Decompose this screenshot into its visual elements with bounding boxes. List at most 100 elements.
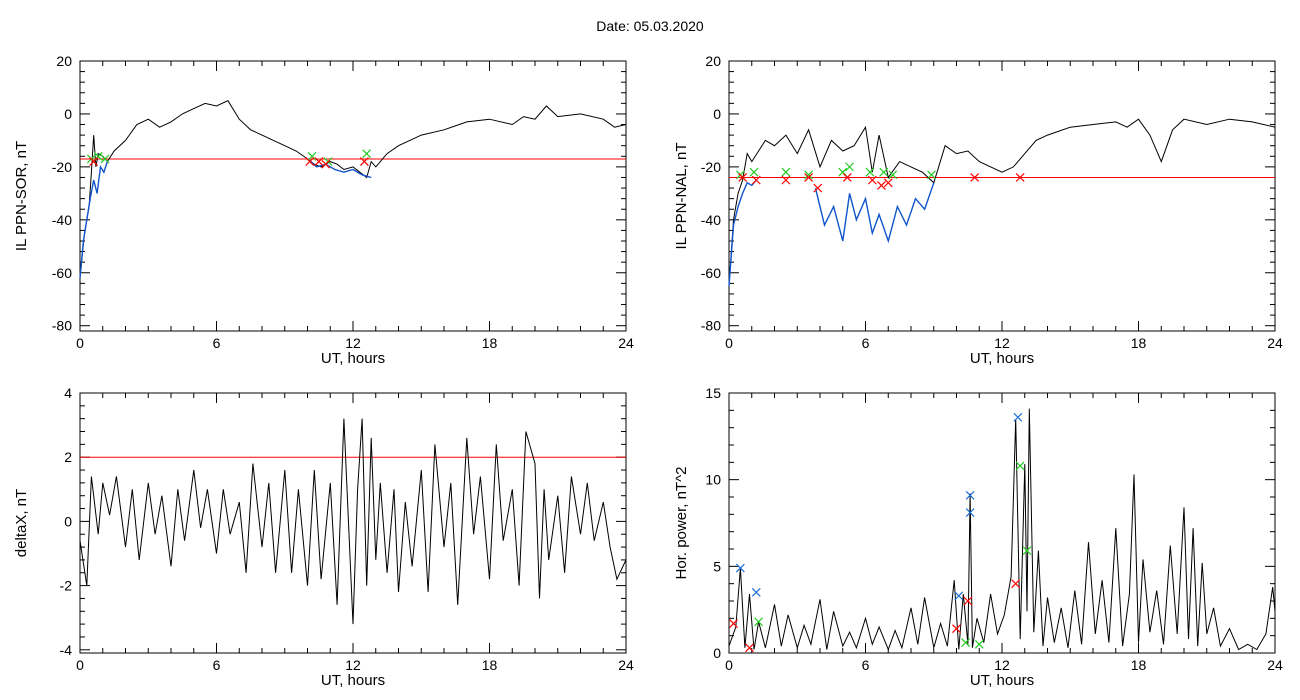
cross-marker: [321, 159, 331, 169]
cross-stroke: [751, 587, 761, 597]
cross-stroke: [1015, 173, 1025, 182]
cross-marker: [961, 638, 971, 648]
cross-marker: [1015, 173, 1025, 182]
x-tick-label: 0: [76, 657, 84, 673]
cross-stroke: [804, 173, 814, 182]
cross-marker: [965, 508, 975, 518]
y-tick-label: 5: [713, 558, 721, 574]
plot-frame: [728, 392, 1276, 654]
x-tick-label: 12: [345, 657, 361, 673]
x-tick-label: 18: [482, 657, 498, 673]
y-tick-label: -20: [701, 159, 721, 175]
y-tick-label: -4: [60, 642, 73, 658]
cross-marker: [781, 167, 791, 177]
x-tick-label: 24: [1267, 657, 1283, 673]
cross-marker: [745, 643, 754, 653]
cross-marker: [842, 173, 852, 182]
cross-marker: [867, 175, 877, 185]
y-tick-label: -60: [701, 265, 721, 281]
cross-stroke: [754, 617, 763, 627]
cross-marker: [359, 157, 369, 167]
plot-frame: [728, 60, 1276, 332]
cross-marker: [754, 617, 763, 627]
y-tick-label: 4: [64, 385, 72, 401]
plot-frame: [79, 60, 627, 332]
cross-marker: [749, 167, 759, 177]
x-tick-label: 12: [994, 657, 1010, 673]
cross-stroke: [751, 175, 761, 185]
y-tick-label: 0: [64, 513, 72, 529]
cross-stroke: [927, 170, 936, 180]
cross-stroke: [963, 596, 973, 606]
cross-marker: [100, 154, 110, 164]
cross-marker: [1011, 579, 1021, 589]
cross-stroke: [865, 167, 875, 177]
cross-stroke: [321, 159, 331, 169]
cross-stroke: [89, 157, 99, 167]
quiet-series-line: [307, 158, 372, 179]
cross-stroke: [974, 639, 984, 649]
cross-marker: [751, 175, 761, 185]
cross-marker: [952, 624, 961, 634]
quiet-series-line: [814, 182, 935, 244]
cross-stroke: [804, 170, 814, 180]
x-tick-label: 18: [482, 335, 498, 351]
y-tick-label: 15: [705, 385, 721, 401]
x-axis-label: UT, hours: [970, 672, 1034, 689]
y-tick-label: 2: [64, 449, 72, 465]
y-tick-label: 10: [705, 472, 721, 488]
cross-marker: [813, 183, 823, 193]
x-tick-label: 24: [618, 335, 634, 351]
x-tick-label: 18: [1131, 657, 1147, 673]
cross-stroke: [965, 508, 975, 518]
x-tick-label: 6: [213, 657, 221, 673]
y-tick-label: 0: [64, 106, 72, 122]
cross-marker: [738, 173, 748, 182]
cross-marker: [879, 167, 889, 177]
cross-marker: [1022, 546, 1032, 556]
y-axis-label: Hor. power, nT^2: [673, 467, 690, 580]
y-tick-label: -40: [701, 212, 721, 228]
x-tick-label: 6: [213, 335, 221, 351]
cross-marker: [970, 173, 980, 182]
cross-stroke: [954, 591, 964, 601]
x-tick-label: 0: [76, 335, 84, 351]
cross-marker: [845, 162, 854, 172]
cross-marker: [729, 619, 738, 628]
cross-stroke: [781, 167, 791, 177]
series-line: [79, 418, 627, 625]
page-title: Date: 05.03.2020: [596, 18, 704, 34]
y-axis-label: IL PPN-NAL, nT: [673, 143, 690, 250]
x-tick-label: 0: [725, 657, 733, 673]
y-tick-label: 20: [705, 53, 721, 69]
series-line: [728, 118, 1276, 287]
chart-ppn-nal: 0 6 12 18 24 -80 -60 -40 -20 0 20 UT, hours IL PPN-N…: [673, 53, 1283, 367]
y-axis-label: IL PPN-SOR, nT: [13, 141, 30, 251]
cross-marker: [965, 490, 975, 500]
x-tick-label: 6: [862, 657, 870, 673]
cross-marker: [888, 170, 898, 180]
cross-marker: [804, 170, 814, 180]
cross-marker: [307, 151, 317, 161]
x-axis-label: UT, hours: [970, 350, 1034, 367]
cross-stroke: [314, 157, 324, 167]
cross-stroke: [745, 643, 754, 653]
cross-stroke: [359, 157, 369, 167]
series-line: [79, 100, 627, 279]
y-tick-label: -20: [52, 159, 72, 175]
cross-marker: [1015, 461, 1025, 471]
x-tick-label: 12: [345, 335, 361, 351]
cross-stroke: [735, 563, 745, 573]
cross-stroke: [307, 151, 317, 161]
y-tick-label: 20: [56, 53, 72, 69]
y-tick-label: -60: [52, 265, 72, 281]
x-tick-label: 0: [725, 335, 733, 351]
cross-stroke: [781, 175, 791, 185]
cross-marker: [362, 149, 372, 159]
cross-stroke: [749, 167, 759, 177]
y-tick-label: -80: [701, 318, 721, 334]
cross-stroke: [867, 175, 877, 185]
cross-marker: [89, 157, 99, 167]
cross-marker: [927, 170, 936, 180]
